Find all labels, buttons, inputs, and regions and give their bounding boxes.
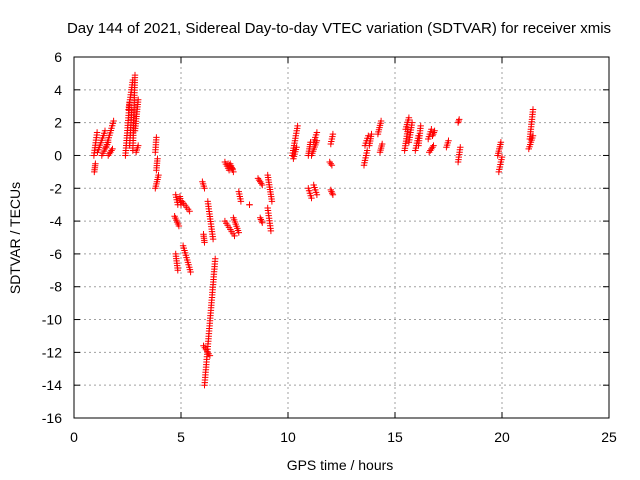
data-point: [206, 352, 214, 359]
data-point: [135, 142, 142, 149]
data-point: [212, 255, 219, 262]
data-point: [405, 114, 413, 121]
data-markers: [90, 71, 537, 389]
x-axis-label: GPS time / hours: [287, 457, 394, 473]
data-point: [445, 137, 452, 144]
data-point: [235, 229, 242, 236]
y-tick-label: 6: [54, 49, 62, 65]
data-point: [379, 140, 386, 148]
y-tick-label: -6: [50, 246, 63, 262]
data-point: [430, 142, 437, 149]
y-tick-label: 0: [54, 147, 62, 163]
data-point: [108, 147, 115, 154]
data-point: [529, 106, 537, 113]
data-point: [329, 191, 337, 198]
data-point: [154, 155, 161, 162]
x-tick-label: 25: [601, 429, 617, 445]
data-point: [456, 116, 463, 123]
data-point: [429, 144, 436, 151]
y-tick-label: -4: [50, 213, 63, 229]
data-point: [187, 268, 194, 276]
data-point: [428, 126, 435, 133]
data-point: [186, 208, 193, 215]
y-tick-label: -16: [42, 410, 62, 426]
data-point: [153, 134, 160, 141]
data-point: [327, 160, 334, 167]
y-tick-label: 4: [54, 82, 62, 98]
y-axis-label: SDTVAR / TECUs: [7, 182, 23, 294]
data-point: [255, 176, 263, 184]
data-point: [328, 188, 335, 195]
data-point: [329, 130, 337, 138]
data-point: [454, 119, 462, 126]
data-point: [155, 171, 162, 179]
data-point: [230, 168, 237, 176]
data-point: [498, 153, 506, 161]
x-tick-label: 15: [387, 429, 403, 445]
data-point: [364, 147, 371, 154]
data-point: [417, 122, 424, 130]
data-point: [201, 239, 208, 246]
x-tick-label: 10: [280, 429, 296, 445]
data-point: [268, 198, 276, 205]
data-point: [293, 144, 300, 151]
data-point: [174, 267, 181, 274]
data-point: [430, 130, 437, 138]
data-point: [258, 217, 265, 225]
y-tick-label: -8: [50, 279, 63, 295]
data-point: [110, 117, 117, 125]
data-point: [231, 232, 238, 240]
y-tick-label: -14: [42, 377, 62, 393]
data-point: [237, 198, 245, 205]
data-point: [427, 147, 434, 154]
data-point: [431, 127, 438, 134]
data-point: [109, 145, 116, 153]
x-tick-label: 20: [494, 429, 510, 445]
y-tick-label: -2: [50, 180, 63, 196]
data-point: [308, 194, 315, 202]
data-point: [497, 139, 505, 146]
x-tick-label: 0: [70, 429, 78, 445]
y-tick-label: -12: [42, 344, 62, 360]
y-tick-label: 2: [54, 115, 62, 131]
data-point: [259, 181, 266, 189]
data-point: [328, 162, 336, 169]
data-point: [457, 144, 464, 151]
x-tick-label: 5: [177, 429, 185, 445]
data-point: [175, 222, 183, 230]
data-point: [131, 71, 139, 79]
data-point: [101, 127, 109, 134]
data-point: [92, 160, 99, 167]
data-point: [246, 201, 253, 208]
data-point: [258, 180, 265, 187]
data-point: [368, 130, 375, 138]
data-point: [135, 96, 142, 103]
data-point: [209, 235, 217, 243]
axis-ticks: -16 -14 -12 -10 -8 -6 -4 -2 0 2 4 6 0 5 10 15 20 25: [42, 49, 617, 445]
data-point: [201, 185, 208, 192]
plot-area-frame: [73, 56, 610, 419]
y-tick-label: -10: [42, 312, 62, 328]
grid-lines: [74, 57, 609, 418]
data-point: [93, 129, 101, 136]
data-point: [313, 129, 321, 136]
data-point: [257, 216, 265, 223]
data-point: [377, 117, 385, 125]
data-point: [313, 191, 321, 198]
chart-title: Day 144 of 2021, Sidereal Day-to-day VTE…: [67, 20, 611, 37]
data-point: [329, 190, 336, 197]
data-point: [106, 150, 113, 157]
data-point: [259, 219, 266, 226]
data-point: [408, 119, 416, 126]
data-point: [267, 227, 275, 235]
data-point: [294, 122, 301, 130]
